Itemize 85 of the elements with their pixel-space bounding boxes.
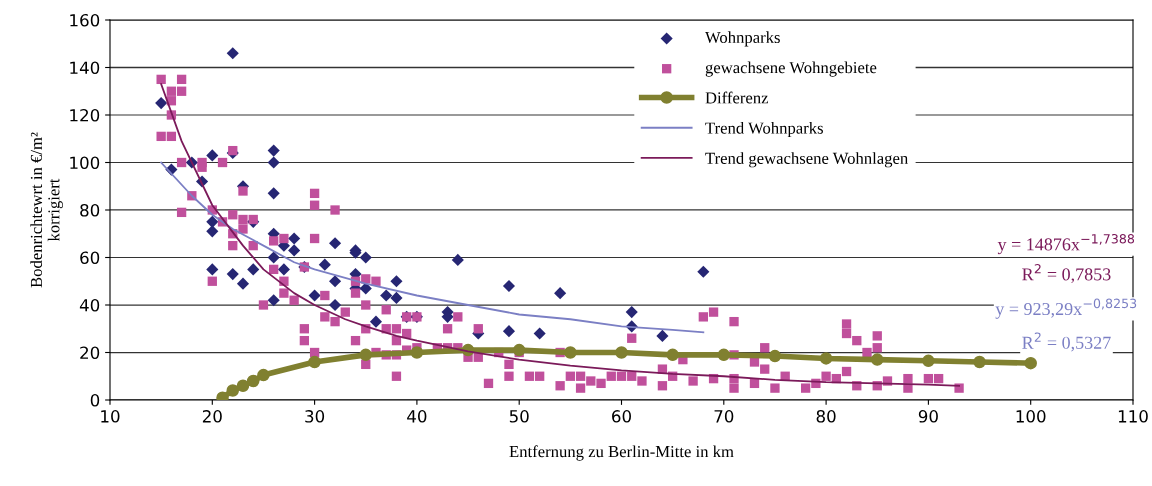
x-tick-label: 60: [612, 410, 631, 423]
point: [564, 346, 577, 359]
x-axis-title: Entfernung zu Berlin-Mitte in km: [509, 445, 734, 461]
point: [533, 327, 546, 340]
annotation: y = 923,29x$^{−0,8253}$: [995, 298, 1137, 319]
point: [288, 244, 301, 257]
point: [819, 352, 833, 365]
point: [206, 263, 219, 276]
point: [359, 348, 373, 362]
x-tick-label: 80: [816, 410, 836, 423]
point: [359, 251, 372, 264]
point: [267, 187, 280, 200]
point: [226, 268, 239, 281]
point: [380, 289, 393, 302]
point: [236, 379, 250, 393]
point: [318, 258, 331, 271]
x-tick-label: 10: [101, 410, 120, 423]
point: [247, 263, 260, 276]
point: [390, 291, 403, 304]
y-tick-label: 40: [79, 298, 100, 312]
y-tick-label: 60: [80, 251, 100, 265]
point: [717, 348, 731, 362]
point: [236, 277, 250, 290]
y-tick-label: 160: [70, 13, 100, 27]
x-tick-label: 70: [714, 410, 734, 423]
line-series: [160, 161, 705, 334]
point: [369, 315, 383, 328]
point: [768, 349, 782, 363]
point: [267, 251, 280, 264]
point: [410, 346, 424, 359]
point: [666, 348, 679, 362]
point: [277, 263, 290, 276]
point: [1024, 356, 1037, 370]
point: [226, 47, 239, 60]
y-tick-label: 120: [70, 108, 100, 122]
point: [288, 232, 301, 245]
x-tick-label: 110: [1118, 410, 1148, 423]
y-tick-label: 0: [90, 393, 100, 407]
x-tick-label: 50: [509, 410, 529, 423]
x-tick-label: 90: [918, 410, 938, 423]
point: [329, 298, 342, 312]
y-axis-title: Bodenrichtewrt in €/m² korrigiert: [30, 132, 63, 288]
annotation: y = 14876x$^{−1,7388}$: [997, 234, 1135, 255]
point: [206, 215, 219, 228]
x-tick-label: 100: [1016, 410, 1046, 423]
x-tick-label: 40: [407, 410, 427, 423]
y-tick-label: 140: [70, 61, 100, 75]
point: [512, 343, 526, 357]
point: [615, 346, 628, 359]
point: [390, 275, 403, 288]
point: [267, 156, 280, 169]
point: [308, 355, 321, 369]
point: [155, 97, 168, 110]
point: [257, 368, 270, 382]
legend-label: gewachsene Wohngebiete: [705, 61, 877, 77]
point: [922, 354, 935, 368]
point: [502, 279, 516, 293]
point: [973, 355, 986, 369]
point: [625, 306, 638, 319]
annotation: R$^{2}$ = 0,7853: [1022, 263, 1111, 284]
point: [308, 289, 321, 302]
point: [554, 287, 567, 300]
point: [329, 237, 342, 250]
point: [451, 253, 464, 266]
y-tick-label: 80: [80, 203, 100, 217]
legend-label: Trend gewachsene Wohnlagen: [705, 152, 908, 168]
point: [697, 265, 710, 278]
x-tick-label: 20: [202, 410, 222, 423]
point: [267, 294, 280, 307]
point: [226, 384, 240, 397]
x-tick-label: 30: [305, 410, 325, 423]
legend-label: Wohnparks: [705, 31, 780, 47]
point: [267, 144, 280, 157]
point: [206, 149, 219, 162]
y-tick-label: 20: [80, 346, 100, 360]
point: [656, 329, 669, 342]
point: [502, 325, 516, 338]
point: [329, 275, 342, 288]
point: [246, 374, 260, 388]
y-tick-label: 100: [70, 156, 100, 170]
annotation: R$^{2}$ = 0,5327: [1022, 332, 1111, 352]
point: [206, 225, 219, 238]
legend-label: Trend Wohnparks: [705, 122, 823, 138]
point: [870, 353, 884, 366]
legend-label: Differenz: [705, 91, 769, 104]
